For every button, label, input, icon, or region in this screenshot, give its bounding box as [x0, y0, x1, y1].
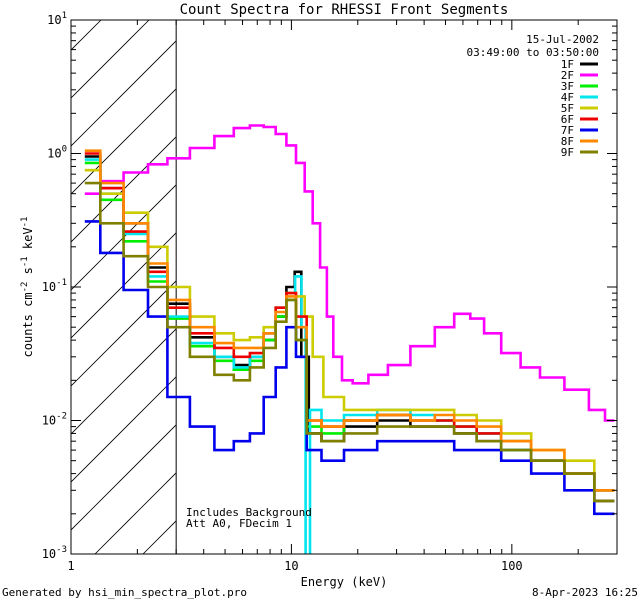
legend-label: 6F: [561, 113, 574, 126]
x-axis-label: Energy (keV): [301, 575, 388, 589]
series-layer: [84, 124, 615, 554]
y-tick-label: 101: [47, 11, 67, 27]
x-tick-label: 10: [284, 559, 298, 573]
y-tick-label: 10-2: [42, 412, 67, 428]
x-tick-label: 100: [501, 559, 523, 573]
hatch-line: [71, 328, 177, 435]
legend-label: 4F: [561, 91, 574, 104]
y-tick-labels: 10-3 10-2 10-1 100 101: [42, 11, 67, 561]
series-line-8F: [84, 149, 615, 492]
legend-label: 5F: [561, 102, 574, 115]
y-tick-label: 10-3: [42, 545, 67, 561]
hatch-line: [71, 424, 177, 531]
axis-ticks: [70, 19, 618, 555]
legend-label: 3F: [561, 80, 574, 93]
annotation-attenuator: Att A0, FDecim 1: [186, 517, 292, 530]
series-line-3F: [84, 161, 615, 492]
series-line-9F: [84, 181, 615, 503]
series-line-4F: [84, 158, 615, 554]
header-date: 15-Jul-2002: [526, 33, 599, 46]
hatch-line: [71, 280, 177, 387]
y-tick-label: 100: [47, 145, 67, 161]
footer-timestamp: 8-Apr-2023 16:25: [532, 586, 638, 599]
hatch-line: [0, 0, 79, 554]
hatch-line: [71, 88, 177, 195]
legend-label: 2F: [561, 69, 574, 82]
hatch-line: [71, 232, 177, 339]
y-axis-label: counts cm-2 s-1 keV-1: [20, 217, 35, 358]
hatch-line: [71, 20, 150, 99]
legend-label: 8F: [561, 135, 574, 148]
hatch-line: [94, 472, 177, 554]
hatch-line: [71, 20, 102, 51]
annotation-background: Includes Background: [186, 506, 312, 519]
hatched-region: [0, 0, 177, 554]
x-tick-label: 1: [67, 559, 74, 573]
y-tick-label: 10-1: [42, 278, 67, 294]
series-line-5F: [84, 168, 615, 492]
hatch-line: [71, 184, 177, 291]
footer-generator: Generated by hsi_min_spectra_plot.pro: [2, 586, 247, 599]
header-time-range: 03:49:00 to 03:50:00: [467, 46, 599, 59]
chart-title: Count Spectra for RHESSI Front Segments: [180, 2, 509, 18]
x-tick-labels: 1 10 100: [67, 559, 522, 573]
legend-label: 1F: [561, 58, 574, 71]
legend-label: 7F: [561, 124, 574, 137]
hatch-line: [71, 376, 177, 483]
series-line-2F: [84, 124, 615, 422]
series-line-6F: [84, 152, 615, 492]
legend-label: 9F: [561, 146, 574, 159]
hatch-line: [71, 40, 177, 147]
